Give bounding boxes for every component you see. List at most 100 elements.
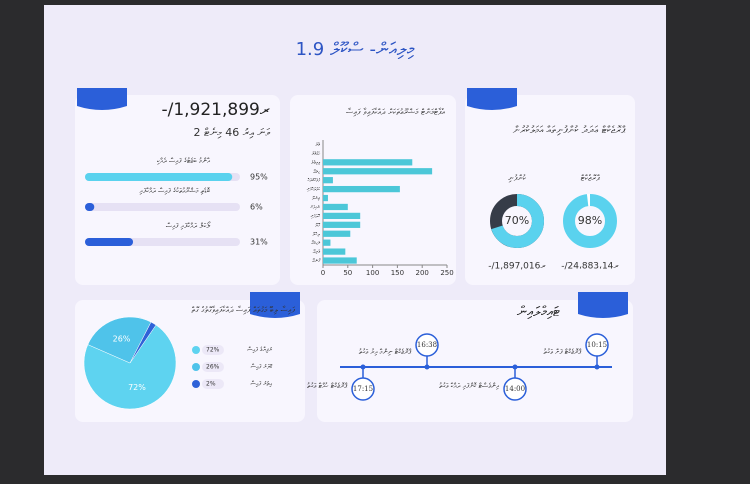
timeline-node <box>360 364 366 370</box>
bar <box>323 177 333 184</box>
timeline-node <box>424 364 430 370</box>
x-tick-label: 150 <box>391 269 404 277</box>
donut-arc <box>563 194 617 248</box>
x-tick-label: 50 <box>343 269 352 277</box>
legend-label: ޑޮލަރު ފައިސާ <box>251 363 274 371</box>
progress-label: ލޯކަލް ދައްކާފައި ފައިސާ <box>166 221 211 230</box>
y-tick-label: ފޭދޫ <box>315 222 321 228</box>
y-tick-label: އޭދަފުށި <box>310 213 320 219</box>
y-tick-label: ހިތަދޫ <box>313 169 321 175</box>
progress-value: 31% <box>250 238 268 247</box>
timeline-label: ޕްރޮޖެކްޓް ފަށާ ވަގުތު <box>544 347 583 356</box>
bar <box>323 194 328 202</box>
slide-title: 1.9 މިލިއަން- ސްކޫލް <box>296 39 415 60</box>
legend-value: 72% <box>206 347 220 354</box>
legend-label: އިތުރު ފައިސާ <box>250 380 272 388</box>
y-tick-label: ވެލިދޫ <box>313 249 320 255</box>
y-tick-label: މާލެ <box>316 142 321 148</box>
legend-pill <box>202 362 224 372</box>
legend-swatch <box>192 380 200 388</box>
x-tick-label: 100 <box>366 269 379 277</box>
bar <box>323 248 346 255</box>
progress-label: ބޮޑެތި މަޝްރޫޢުތަކުގެ ފައިސާ ދައްކާފައި <box>139 186 210 195</box>
pie-slice <box>129 321 157 364</box>
legend-label: ރުފިޔާގެ ފައިސާ <box>247 346 272 354</box>
legend-value: 26% <box>206 364 220 371</box>
bar <box>323 159 413 166</box>
donut-amount: -/1,897,016ރ <box>488 262 546 272</box>
timeline-pin <box>585 333 609 357</box>
donut-title: ޕްރޮޖެކްޓް ޢަދަދު ކުންފުނިތައް އަމަލުކުރ… <box>513 125 626 136</box>
donut-arc <box>490 194 544 248</box>
bar <box>323 212 361 220</box>
timeline-time: 10:15 <box>587 341 607 349</box>
ribbon <box>578 292 628 318</box>
legend-pill <box>202 345 224 355</box>
y-tick-label: ތިނަދޫ <box>312 196 321 202</box>
y-tick-label: ފޮނަދޫ <box>312 258 321 264</box>
timeline-pin <box>415 333 439 357</box>
y-tick-label: ވިލިމާލެ <box>311 160 320 166</box>
summary-amount: -/1,921,899ރ <box>161 100 270 120</box>
x-tick-label: 250 <box>440 269 453 277</box>
bar <box>323 257 357 264</box>
timeline-label: އިންވެސްޓް ކޮށްފައި ދައްކާ ވަގުތު <box>439 381 500 390</box>
pie-label: 26% <box>113 335 131 344</box>
pie-label: 72% <box>128 383 146 392</box>
bar <box>323 221 361 228</box>
timeline-time: 16:38 <box>417 341 437 349</box>
bar <box>323 168 433 175</box>
donut-card <box>465 95 635 285</box>
ribbon <box>77 88 127 110</box>
donut-amount: -/24،883،14ރ <box>561 262 619 272</box>
y-tick-label: ފުވައްމުލައް <box>307 178 321 184</box>
progress-label: އާންމު ބަޖެޓުގެ ފައިސާ ދެއްކި <box>157 156 211 165</box>
timeline-node <box>512 364 518 370</box>
legend-value: 2% <box>206 381 216 388</box>
bar <box>323 185 400 193</box>
y-tick-label: މަހިބަދޫ <box>311 240 320 246</box>
pie-title: ފައިސާ ލިބޭ މަގުތައް ފައިސާ ދައްކާފައިވާ… <box>191 306 295 315</box>
y-tick-label: ކުޅުދުއްފުށި <box>307 187 321 193</box>
progress-bar <box>85 203 95 211</box>
timeline-label: ޕްރޮޖެކްޓް ހުއްޓާ ވަގުތު <box>307 381 348 390</box>
y-tick-label: ހުޅުމާލެ <box>312 151 321 157</box>
x-tick-label: 0 <box>321 269 325 277</box>
timeline-pin <box>351 377 375 401</box>
progress-track <box>85 203 240 211</box>
timeline-time: 14:00 <box>505 385 525 393</box>
donut-label: ޕްރޮޖެކްޓް <box>581 174 600 183</box>
donut-value: 70% <box>505 214 529 227</box>
bar <box>323 239 331 246</box>
progress-bar <box>85 173 233 181</box>
x-tick-label: 200 <box>416 269 429 277</box>
bar <box>323 230 351 237</box>
timeline-pin <box>503 377 527 401</box>
summary-subtitle: 2 ވަނަ އިރު 46 މިނެޓް <box>193 126 270 139</box>
timeline-time: 17:15 <box>353 385 373 393</box>
progress-bar <box>85 238 134 246</box>
ribbon <box>467 88 517 110</box>
legend-swatch <box>192 346 200 354</box>
y-tick-label: ދިއްދޫ <box>313 231 321 237</box>
bar-title: އެޕާޓްމަންޓް މަޝްރޫޢުތަކަށް ދައްކާފައިވާ… <box>346 108 445 117</box>
legend-swatch <box>192 363 200 371</box>
donut-label: ކުންފުނި <box>508 174 527 183</box>
pie-slice <box>87 316 152 364</box>
progress-value: 6% <box>250 203 263 212</box>
progress-value: 95% <box>250 173 268 182</box>
pie-slice <box>83 324 177 410</box>
summary-card <box>75 95 280 285</box>
timeline-title: ޓައިމްލައިން <box>517 304 560 320</box>
timeline-card <box>317 300 633 422</box>
y-tick-label: ނައިފަރު <box>310 204 321 210</box>
donut-value: 98% <box>578 214 602 227</box>
ribbon <box>250 292 300 318</box>
ribbons <box>77 88 628 318</box>
bar <box>323 203 348 211</box>
legend-pill <box>202 379 224 389</box>
timeline-label: ޕްރޮޖެކްޓް ނިންމާ އިރު ވަގުތު <box>359 347 412 356</box>
timeline-node <box>594 364 600 370</box>
